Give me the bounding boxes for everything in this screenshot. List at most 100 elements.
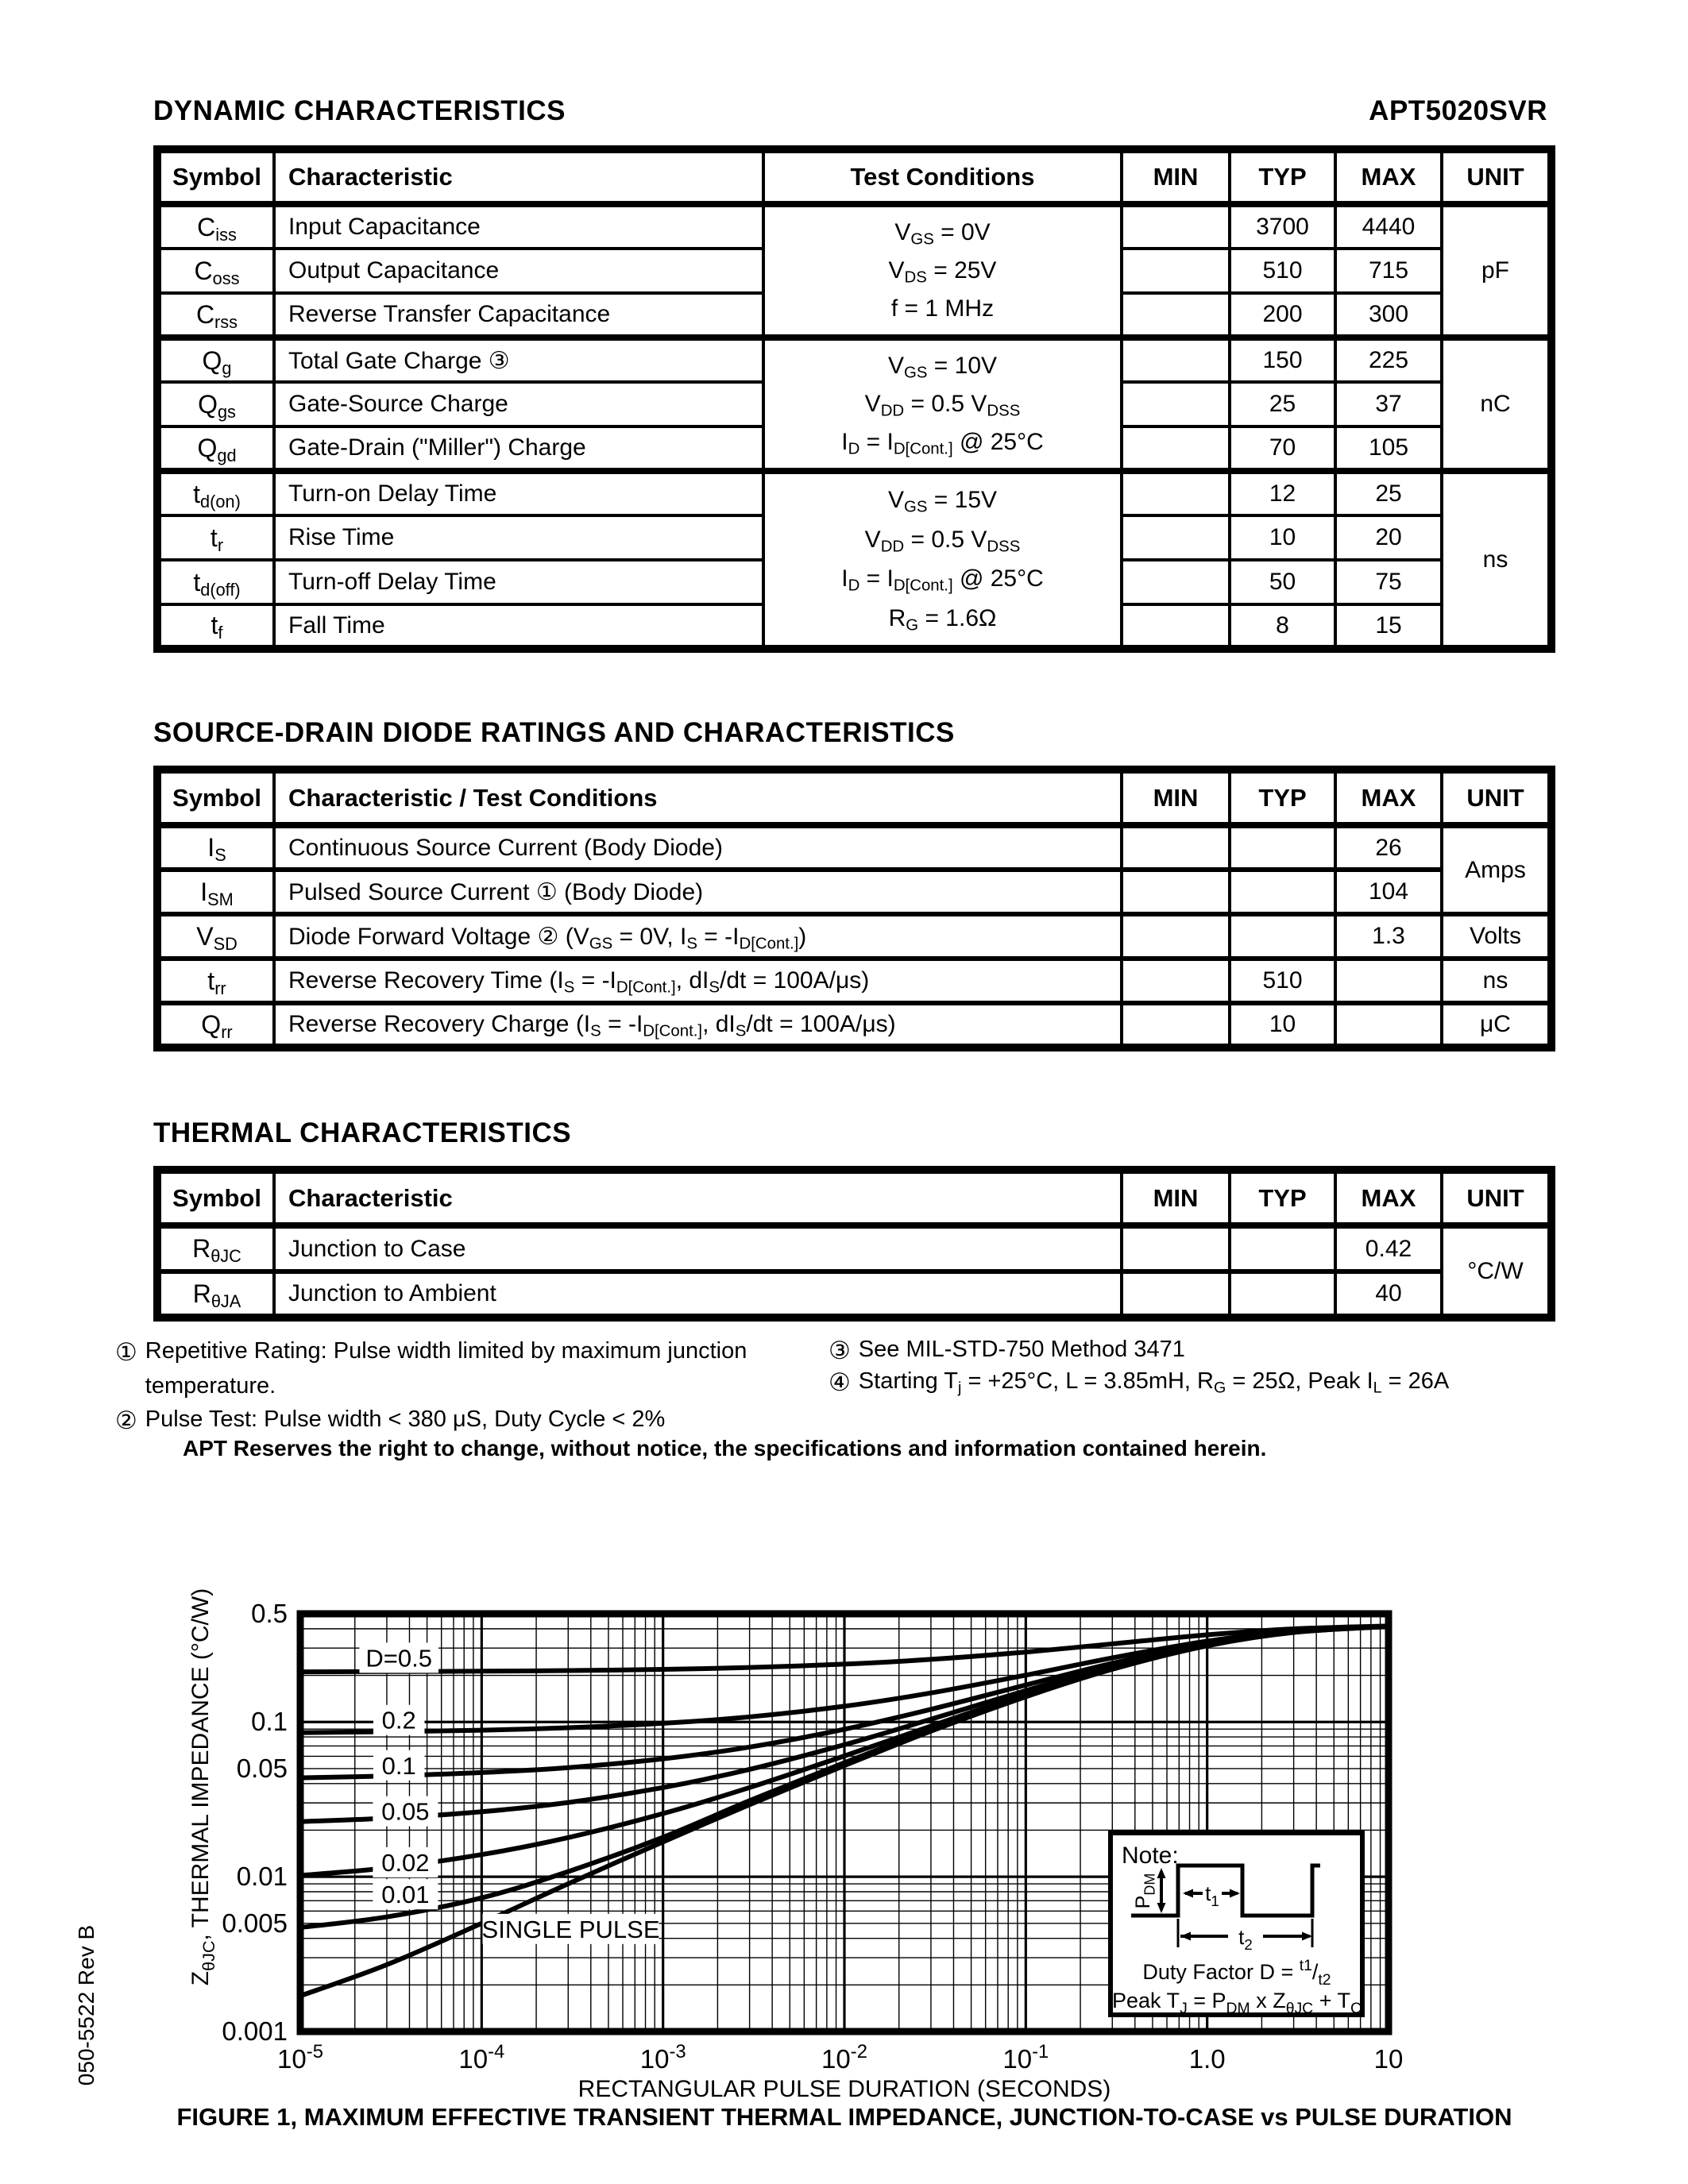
min-cell [1120, 468, 1231, 517]
typ-cell [1228, 867, 1337, 916]
part-number: APT5020SVR [1369, 95, 1547, 126]
pdm-label: PDM [1132, 1873, 1158, 1909]
curve-label: D=0.5 [365, 1644, 432, 1672]
arrow-head [1302, 1931, 1312, 1941]
min-cell [1120, 1223, 1231, 1274]
typ-cell: 510 [1228, 956, 1337, 1005]
curve-label-bg [373, 1846, 438, 1877]
characteristic-cell: Input Capacitance [272, 203, 765, 250]
col-header-symbol: Symbol [156, 768, 276, 828]
characteristic-cell: Diode Forward Voltage ② (VGS = 0V, IS = … [272, 912, 1123, 961]
curve-SINGLE PULSE [298, 1624, 1391, 1999]
footnote-marker: ④ [829, 1368, 851, 1396]
characteristic-cell: Output Capacitance [272, 247, 765, 295]
table-row: Qgs Gate-Source Charge 25 37 [156, 380, 1551, 428]
test-conditions-cell: VGS = 0V VDS = 25V f = 1 MHz [762, 203, 1123, 339]
min-cell [1120, 867, 1231, 916]
symbol-cell: tr [156, 514, 276, 561]
table-row: IS Continuous Source Current (Body Diode… [156, 823, 1553, 916]
footnote-marker: ① [115, 1338, 137, 1366]
characteristic-cell: Pulsed Source Current ① (Body Diode) [272, 867, 1123, 916]
x-tick-label: 10-5 [277, 2041, 323, 2074]
min-cell [1120, 823, 1231, 872]
typ-cell: 10 [1228, 1001, 1337, 1050]
typ-cell [1228, 823, 1337, 872]
max-cell: 25 [1334, 468, 1443, 517]
characteristic-cell: Rise Time [272, 514, 765, 561]
typ-cell: 8 [1228, 603, 1337, 650]
col-header-test-conditions: Test Conditions [762, 148, 1123, 207]
max-cell: 1.3 [1334, 912, 1443, 961]
col-header-unit: UNIT [1440, 768, 1553, 828]
min-cell [1120, 558, 1231, 606]
table-row: tr Rise Time 10 20 [156, 514, 1551, 561]
min-cell [1120, 1269, 1231, 1320]
characteristic-cell: Total Gate Charge ③ [272, 334, 765, 384]
x-tick-label: 10 [1374, 2044, 1404, 2074]
curve-label-bg [373, 1750, 425, 1781]
min-cell [1120, 247, 1231, 295]
col-header-characteristic-test-conditions: Characteristic / Test Conditions [272, 768, 1123, 828]
unit-cell: Volts [1440, 912, 1553, 961]
y-tick-label: 0.001 [222, 2016, 288, 2046]
max-cell: 26 [1334, 823, 1443, 872]
min-cell [1120, 514, 1231, 561]
characteristic-cell: Gate-Drain ("Miller") Charge [272, 425, 765, 473]
note-waveform [1131, 1863, 1320, 1918]
characteristic-cell: Reverse Recovery Time (IS = -ID[Cont.], … [272, 956, 1123, 1005]
curve-D=0.5 [298, 1623, 1391, 1675]
symbol-cell: VSD [156, 912, 276, 961]
footnote-1: ① Repetitive Rating: Pulse width limited… [115, 1334, 814, 1403]
table-header-row: Symbol Characteristic / Test Conditions … [156, 768, 1553, 828]
col-header-typ: TYP [1228, 148, 1337, 207]
curve-label: 0.01 [381, 1881, 429, 1908]
section-title-diode: SOURCE-DRAIN DIODE RATINGS AND CHARACTER… [153, 717, 955, 748]
symbol-cell: td(off) [156, 558, 276, 606]
duty-factor-formula: Duty Factor D = t1/t2 [1142, 1957, 1331, 1989]
max-cell: 40 [1334, 1269, 1443, 1320]
col-header-max: MAX [1334, 768, 1443, 828]
condition-line: VGS = 15V [887, 487, 998, 516]
unit-cell: Amps [1440, 823, 1553, 916]
characteristic-cell: Turn-on Delay Time [272, 468, 765, 517]
max-cell: 15 [1334, 603, 1443, 650]
table-row: RθJA Junction to Ambient 40 [156, 1269, 1551, 1320]
unit-cell: °C/W [1440, 1223, 1553, 1320]
curve-label-bg [373, 1879, 438, 1910]
max-cell: 37 [1334, 380, 1443, 428]
characteristic-cell: Turn-off Delay Time [272, 558, 765, 606]
min-cell [1120, 425, 1231, 473]
characteristic-cell: Junction to Ambient [272, 1269, 1123, 1320]
table-row: Qg Total Gate Charge ③ VGS = 10V VDD = 0… [156, 334, 1553, 473]
y-tick-label: 0.01 [237, 1862, 288, 1891]
col-header-max: MAX [1334, 148, 1443, 207]
table-row: Crss Reverse Transfer Capacitance 200 30… [156, 291, 1551, 339]
max-cell: 75 [1334, 558, 1443, 606]
typ-cell: 510 [1228, 247, 1337, 295]
arrow-head [1157, 1903, 1166, 1913]
typ-cell [1228, 912, 1337, 961]
symbol-cell: RθJA [156, 1269, 276, 1320]
col-header-typ: TYP [1228, 1168, 1337, 1229]
col-header-unit: UNIT [1440, 148, 1553, 207]
plot-border [296, 1610, 1393, 2035]
condition-line: VDS = 25V [888, 257, 997, 287]
typ-cell: 70 [1228, 425, 1337, 473]
col-header-min: MIN [1120, 768, 1231, 828]
symbol-cell: Qgs [156, 380, 276, 428]
figure-caption: FIGURE 1, MAXIMUM EFFECTIVE TRANSIENT TH… [177, 2103, 1512, 2131]
symbol-cell: Qgd [156, 425, 276, 473]
min-cell [1120, 603, 1231, 650]
x-tick-label: 1.0 [1189, 2044, 1226, 2074]
table-row: tf Fall Time 8 15 [156, 603, 1551, 650]
col-header-characteristic: Characteristic [272, 1168, 1123, 1229]
symbol-cell: ISM [156, 867, 276, 916]
curve-label: 0.05 [381, 1798, 429, 1826]
test-conditions-cell: VGS = 15V VDD = 0.5 VDSS ID = ID[Cont.] … [762, 468, 1123, 650]
col-header-symbol: Symbol [156, 1168, 276, 1229]
col-header-max: MAX [1334, 1168, 1443, 1229]
footnote-text: Repetitive Rating: Pulse width limited b… [145, 1338, 747, 1399]
y-tick-label: 0.5 [251, 1599, 288, 1628]
curve-label: SINGLE PULSE [482, 1916, 660, 1943]
unit-cell: ns [1440, 956, 1553, 1005]
